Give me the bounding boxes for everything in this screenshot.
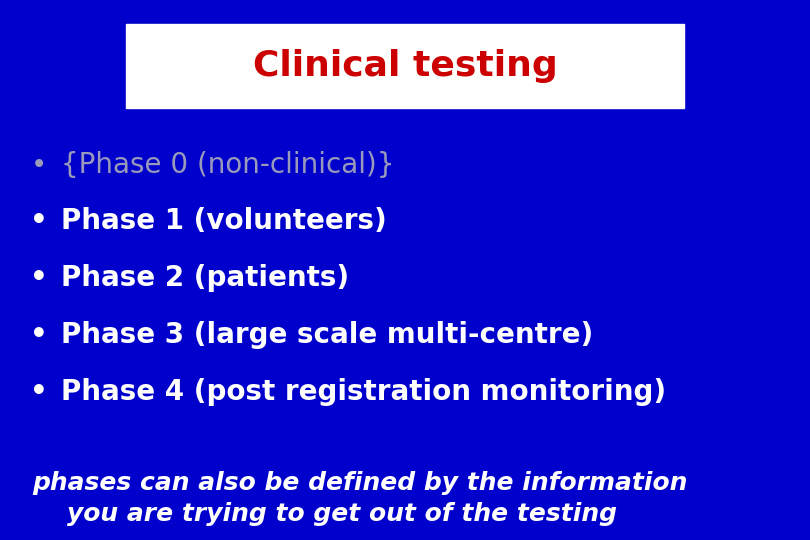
Text: •: • bbox=[30, 321, 48, 349]
Text: Phase 2 (patients): Phase 2 (patients) bbox=[61, 264, 349, 292]
Text: Phase 3 (large scale multi-centre): Phase 3 (large scale multi-centre) bbox=[61, 321, 593, 349]
Text: •: • bbox=[30, 264, 48, 292]
Text: {Phase 0 (non-clinical)}: {Phase 0 (non-clinical)} bbox=[61, 151, 394, 179]
Text: phases can also be defined by the information: phases can also be defined by the inform… bbox=[32, 471, 688, 495]
FancyBboxPatch shape bbox=[126, 24, 684, 108]
Text: Phase 4 (post registration monitoring): Phase 4 (post registration monitoring) bbox=[61, 377, 666, 406]
Text: •: • bbox=[31, 151, 47, 179]
Text: •: • bbox=[30, 377, 48, 406]
Text: Phase 1 (volunteers): Phase 1 (volunteers) bbox=[61, 207, 386, 235]
Text: Clinical testing: Clinical testing bbox=[253, 50, 557, 83]
Text: you are trying to get out of the testing: you are trying to get out of the testing bbox=[32, 502, 617, 526]
Text: •: • bbox=[30, 207, 48, 235]
